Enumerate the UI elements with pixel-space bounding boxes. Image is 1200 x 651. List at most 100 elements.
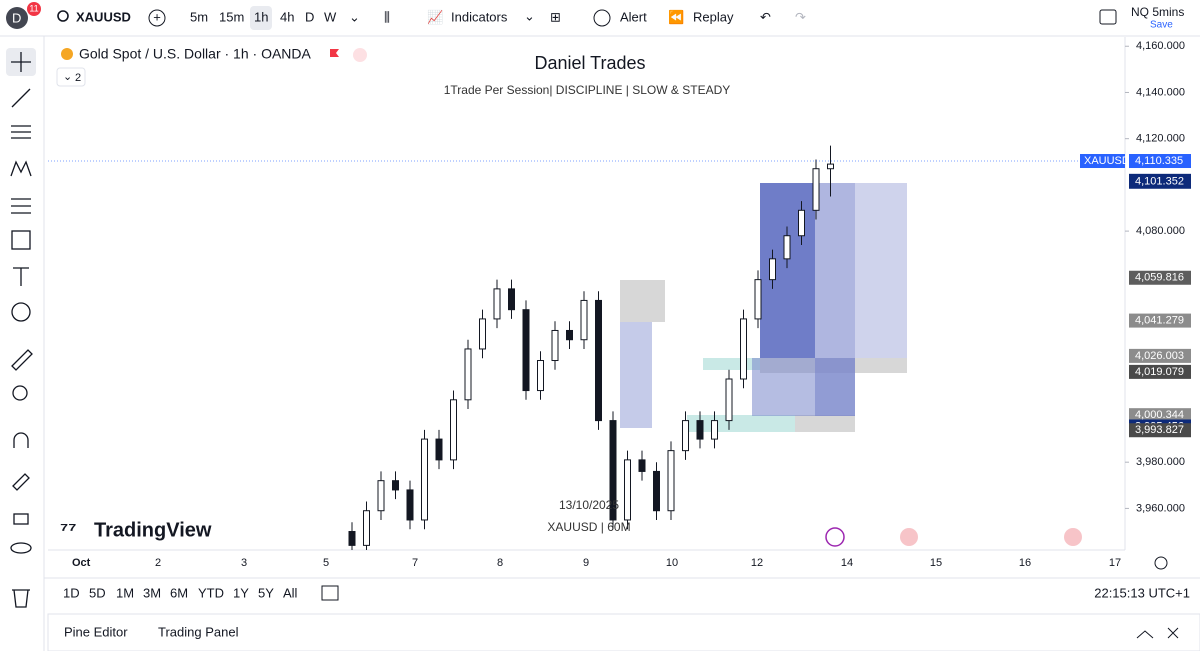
- candle-body: [769, 258, 776, 281]
- avatar[interactable]: [6, 7, 28, 29]
- price-label: 4,059.816: [1135, 272, 1184, 284]
- avatar-letter: D: [12, 10, 21, 25]
- bottom-panel: [47, 613, 1200, 651]
- range-button[interactable]: 6M: [170, 585, 188, 600]
- templates-dropdown[interactable]: ⌄: [524, 8, 535, 23]
- crosshair-tool[interactable]: [11, 52, 31, 72]
- undo-button[interactable]: ↶: [760, 9, 771, 24]
- redo-button[interactable]: ↷: [795, 9, 806, 24]
- icon-tool[interactable]: [11, 302, 31, 322]
- interval-active-bg: [250, 6, 272, 30]
- compare-button[interactable]: [148, 9, 166, 27]
- candle-body: [696, 420, 704, 440]
- projection-tool[interactable]: [11, 198, 31, 214]
- replay-button[interactable]: Replay: [693, 9, 734, 24]
- range-button[interactable]: YTD: [198, 585, 224, 600]
- range-button[interactable]: 3M: [143, 585, 161, 600]
- candle-body: [653, 470, 660, 512]
- layout-icon[interactable]: [1099, 9, 1117, 25]
- watermark: ⁷⁷: [60, 519, 77, 541]
- event-marker[interactable]: [1064, 528, 1082, 546]
- interval-button[interactable]: W: [324, 9, 337, 24]
- range-button[interactable]: 1Y: [233, 585, 249, 600]
- y-tick-label: 4,160.000: [1136, 40, 1185, 52]
- drawing-mode-tool[interactable]: [12, 473, 30, 491]
- price-label: 4,000.344: [1135, 409, 1184, 421]
- x-tick-label: 8: [497, 557, 503, 569]
- price-label: 4,026.003: [1135, 350, 1184, 362]
- date-note: 13/10/2025: [559, 498, 619, 512]
- candle-body: [624, 459, 631, 521]
- chart-type-button[interactable]: ⫼: [384, 9, 390, 24]
- price-label-bg: [1129, 313, 1191, 328]
- price-label-bg: [1129, 423, 1191, 438]
- candle-body: [508, 288, 515, 311]
- search-icon[interactable]: [57, 10, 69, 22]
- candle-body: [421, 438, 428, 521]
- trendline-tool[interactable]: [11, 88, 31, 108]
- indicators-button[interactable]: Indicators: [451, 9, 508, 24]
- price-label-bg: [1129, 408, 1191, 423]
- price-label: 4,110.335: [1135, 155, 1183, 167]
- visibility-tool[interactable]: [10, 542, 32, 554]
- panel-close[interactable]: [1167, 627, 1179, 639]
- chart-subtitle: 1Trade Per Session| DISCIPLINE | SLOW & …: [444, 83, 731, 97]
- event-marker[interactable]: [825, 527, 845, 547]
- pattern-tool[interactable]: [10, 160, 32, 177]
- save-state[interactable]: Save: [1150, 20, 1173, 31]
- candle-body: [682, 420, 689, 452]
- alert-button[interactable]: Alert: [620, 9, 647, 24]
- watermark-text: TradingView: [94, 519, 212, 541]
- interval-button[interactable]: 4h: [280, 9, 294, 24]
- symbol-logo: [61, 48, 73, 60]
- stop-zone: [620, 280, 665, 322]
- axis-settings[interactable]: [1154, 556, 1168, 570]
- lock-tool[interactable]: [13, 513, 29, 525]
- panel-collapse[interactable]: [1136, 630, 1154, 639]
- date-range-button[interactable]: [321, 585, 339, 601]
- shape-tool[interactable]: [11, 230, 31, 250]
- x-tick-label: 15: [930, 557, 942, 569]
- interval-button[interactable]: 5m: [190, 9, 208, 24]
- candle-body: [609, 420, 617, 521]
- layout-name[interactable]: NQ 5mins: [1131, 5, 1184, 19]
- x-tick-label: 17: [1109, 557, 1121, 569]
- magnet-tool[interactable]: [13, 432, 29, 448]
- range-button[interactable]: 1D: [63, 585, 80, 600]
- x-tick-label: Oct: [72, 557, 91, 569]
- price-label: 4,019.079: [1135, 366, 1184, 378]
- target-zone: [760, 183, 815, 358]
- interval-button[interactable]: D: [305, 9, 314, 24]
- candle-body: [493, 288, 501, 320]
- text-tool[interactable]: [13, 267, 29, 286]
- range-button[interactable]: 1M: [116, 585, 134, 600]
- range-button[interactable]: All: [283, 585, 298, 600]
- range-button[interactable]: 5Y: [258, 585, 274, 600]
- interval-button[interactable]: 1h: [254, 9, 268, 24]
- candle-body: [406, 489, 414, 521]
- range-button[interactable]: 5D: [89, 585, 106, 600]
- data-status: [353, 48, 367, 62]
- interval-button[interactable]: 15m: [219, 9, 244, 24]
- panel-tab[interactable]: Trading Panel: [158, 624, 239, 639]
- symbol-search[interactable]: XAUUSD: [76, 9, 131, 24]
- target-zone: [815, 183, 855, 416]
- badge-count: 11: [29, 3, 38, 13]
- event-marker[interactable]: [900, 528, 918, 546]
- x-tick-label: 16: [1019, 557, 1031, 569]
- candle-body: [522, 309, 530, 392]
- layouts-button[interactable]: ⊞: [550, 9, 561, 24]
- panel-tab[interactable]: Pine Editor: [64, 624, 128, 639]
- zoom-tool[interactable]: [12, 385, 28, 401]
- indicator-count: 2: [75, 72, 81, 84]
- candle-body: [363, 510, 370, 546]
- measure-tool[interactable]: [11, 349, 33, 371]
- target-zone: [855, 183, 907, 358]
- candle-body: [711, 420, 718, 440]
- trash-tool[interactable]: [12, 589, 30, 608]
- price-label-bg: [1129, 174, 1191, 189]
- interval-dropdown[interactable]: ⌄: [349, 9, 360, 24]
- fib-tool[interactable]: [11, 125, 31, 139]
- indicators-toggle[interactable]: [56, 67, 86, 87]
- clock[interactable]: 22:15:13 UTC+1: [1094, 585, 1190, 600]
